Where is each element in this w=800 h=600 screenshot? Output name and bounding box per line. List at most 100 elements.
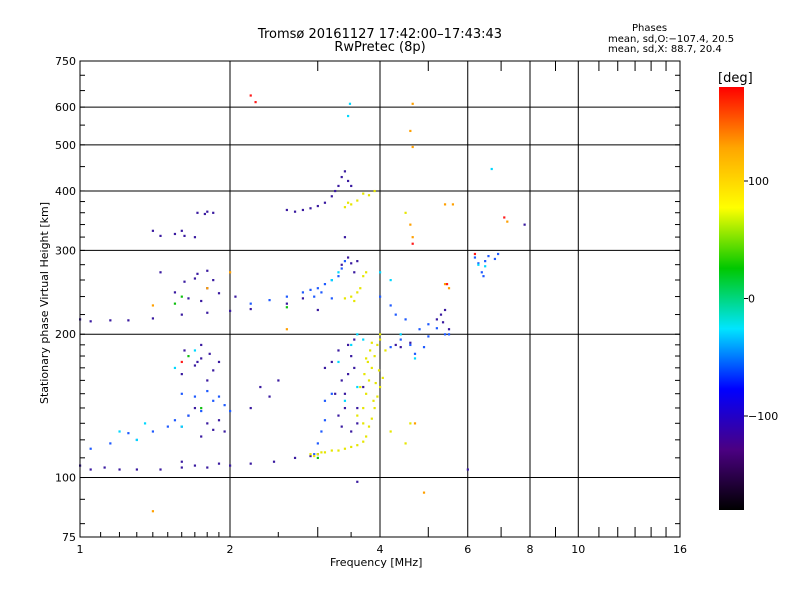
data-point — [362, 192, 365, 195]
data-point — [359, 385, 362, 389]
data-point — [350, 445, 353, 449]
data-point — [409, 422, 412, 425]
data-point — [350, 355, 353, 358]
data-point — [180, 295, 183, 298]
data-point — [254, 101, 257, 104]
data-point — [309, 207, 312, 210]
data-point — [277, 379, 280, 382]
data-point — [493, 257, 497, 261]
data-point — [193, 395, 197, 398]
y-tick-label: 75 — [62, 531, 76, 544]
data-point — [362, 440, 365, 443]
data-point — [259, 385, 262, 389]
data-point — [330, 279, 333, 282]
data-point — [411, 145, 414, 149]
data-point — [343, 406, 347, 410]
data-point — [330, 392, 333, 395]
data-point — [350, 430, 353, 433]
data-point — [356, 406, 359, 410]
data-point — [151, 317, 155, 320]
data-point — [206, 466, 209, 469]
data-point — [447, 287, 451, 290]
data-point — [389, 430, 392, 433]
data-point — [337, 349, 340, 352]
data-point — [337, 184, 340, 188]
data-point — [187, 414, 190, 417]
data-point — [334, 392, 337, 395]
colorbar-ticks: 100 0 −100 — [744, 175, 778, 423]
x-axis-label: Frequency [MHz] — [330, 556, 423, 569]
data-point — [268, 299, 271, 302]
y-axis-ticks: 750 600 500 400 300 200 100 75 — [55, 55, 680, 544]
data-point — [173, 232, 177, 236]
data-point — [187, 355, 190, 358]
plot-gridlines — [80, 61, 680, 537]
data-point — [353, 338, 356, 341]
data-point — [212, 369, 215, 372]
data-point — [330, 360, 333, 364]
data-point — [367, 379, 371, 382]
chart-title: Tromsø 20161127 17:42:00–17:43:43 — [257, 27, 503, 42]
data-point — [151, 304, 155, 307]
data-point — [404, 318, 407, 321]
data-point — [337, 271, 340, 274]
data-point — [422, 491, 426, 494]
data-point — [212, 211, 215, 214]
data-point — [183, 349, 186, 352]
data-point — [366, 360, 369, 364]
data-point — [346, 373, 350, 376]
data-point — [367, 194, 371, 197]
data-point — [337, 414, 340, 417]
data-point — [323, 399, 327, 402]
data-point — [217, 395, 221, 398]
data-point — [369, 349, 372, 352]
data-point — [346, 201, 350, 204]
data-point — [379, 271, 382, 274]
data-point — [473, 252, 477, 256]
data-point — [374, 381, 377, 385]
data-point — [206, 379, 209, 382]
data-point — [365, 271, 368, 274]
data-point — [373, 189, 376, 193]
data-point — [196, 272, 199, 275]
data-point — [206, 389, 209, 393]
data-point — [370, 341, 373, 344]
data-point — [301, 208, 305, 212]
data-point — [293, 456, 297, 460]
data-point — [212, 279, 215, 282]
chart-subtitle: RwPretec (8p) — [334, 40, 426, 55]
phases-o-mode: mean, sd,O:−107.4, 20.5 — [608, 34, 735, 45]
x-tick-label: 2 — [227, 543, 234, 556]
data-point — [362, 406, 365, 410]
data-point — [89, 468, 92, 471]
data-point — [411, 236, 414, 239]
data-point — [365, 435, 368, 438]
data-point — [316, 456, 319, 460]
data-point — [180, 360, 183, 364]
data-point — [389, 346, 392, 349]
data-point — [229, 409, 232, 413]
data-point — [309, 454, 312, 458]
data-point — [249, 302, 252, 305]
data-point — [350, 184, 353, 188]
data-point — [350, 295, 353, 298]
data-point — [377, 369, 381, 372]
data-point — [268, 395, 271, 398]
x-tick-label: 10 — [571, 543, 585, 556]
data-point — [484, 265, 487, 268]
data-point — [413, 352, 417, 355]
data-point — [346, 256, 350, 259]
data-point — [166, 425, 169, 428]
data-point — [427, 323, 430, 326]
data-point — [193, 364, 197, 367]
data-point — [496, 252, 500, 256]
data-point — [249, 462, 252, 465]
data-point — [212, 428, 215, 431]
data-point — [356, 333, 359, 336]
data-point — [477, 263, 480, 266]
data-point — [477, 262, 480, 265]
data-point — [330, 449, 333, 452]
data-point — [490, 167, 493, 171]
data-point — [422, 346, 426, 349]
data-point — [323, 366, 327, 370]
